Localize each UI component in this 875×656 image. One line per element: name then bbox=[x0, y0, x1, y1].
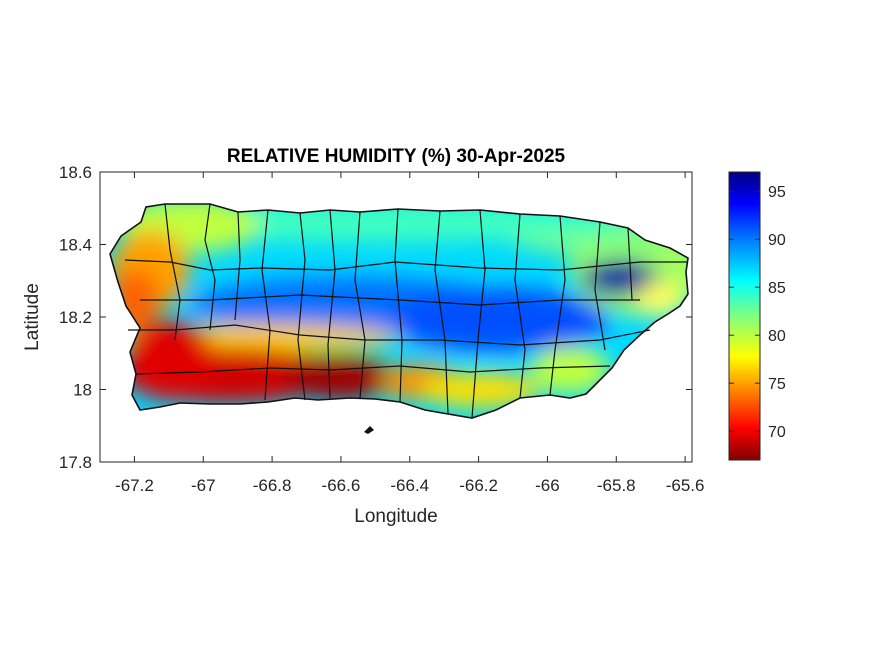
y-axis-label: Latitude bbox=[22, 283, 43, 351]
y-tick-label: 18.6 bbox=[59, 163, 92, 182]
heat-blob bbox=[582, 260, 658, 296]
colorbar-tick-label: 80 bbox=[768, 328, 786, 345]
heat-blob bbox=[420, 372, 540, 408]
y-axis-ticks: 17.8 18 18.2 18.4 18.6 bbox=[59, 163, 692, 472]
y-tick-label: 18.2 bbox=[59, 308, 92, 327]
x-tick-label: -66.2 bbox=[459, 476, 498, 495]
y-tick-label: 17.8 bbox=[59, 453, 92, 472]
chart-title: RELATIVE HUMIDITY (%) 30-Apr-2025 bbox=[227, 146, 566, 167]
y-tick-label: 18.4 bbox=[59, 236, 92, 255]
x-axis-ticks: -67.2 -67 -66.8 -66.6 -66.4 -66.2 -66 -65.8 -65.… bbox=[115, 172, 704, 495]
municipality-boundaries bbox=[124, 203, 688, 419]
x-tick-label: -66.8 bbox=[253, 476, 292, 495]
colorbar-tick-label: 90 bbox=[768, 232, 786, 249]
x-tick-label: -67.2 bbox=[115, 476, 154, 495]
x-tick-label: -66 bbox=[535, 476, 560, 495]
colorbar bbox=[728, 171, 761, 461]
colorbar-tick-label: 75 bbox=[768, 376, 786, 393]
x-tick-label: -66.4 bbox=[390, 476, 429, 495]
colorbar-ticks: 70 75 80 85 90 95 bbox=[729, 184, 786, 441]
y-tick-label: 18 bbox=[73, 381, 92, 400]
heat-blob bbox=[390, 288, 610, 352]
heat-blob bbox=[530, 346, 610, 394]
small-islet bbox=[364, 426, 374, 434]
x-tick-label: -67 bbox=[191, 476, 216, 495]
x-tick-label: -66.6 bbox=[322, 476, 361, 495]
heat-blob bbox=[285, 356, 395, 400]
x-tick-label: -65.6 bbox=[666, 476, 705, 495]
x-axis-label: Longitude bbox=[354, 506, 437, 527]
heat-blob bbox=[635, 282, 685, 318]
colorbar-tick-label: 85 bbox=[768, 280, 786, 297]
heat-blob bbox=[125, 320, 215, 400]
x-tick-label: -65.8 bbox=[597, 476, 636, 495]
colorbar-tick-label: 70 bbox=[768, 424, 786, 441]
colorbar-tick-label: 95 bbox=[768, 184, 786, 201]
